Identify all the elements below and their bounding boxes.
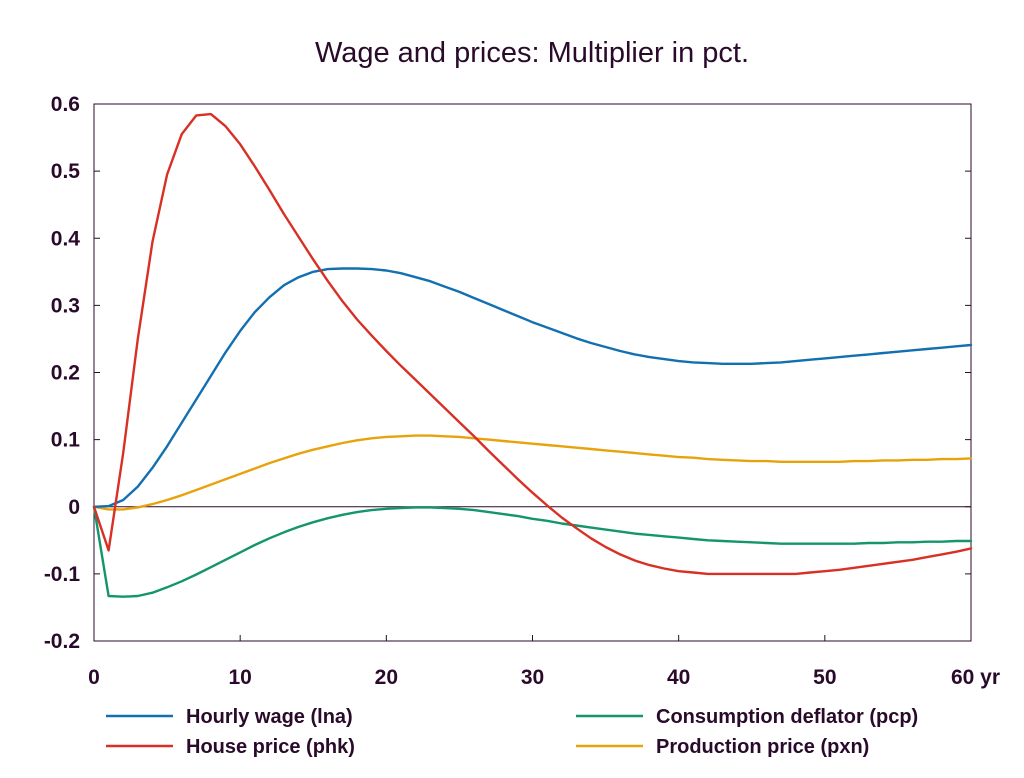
chart-title: Wage and prices: Multiplier in pct. — [315, 37, 749, 69]
y-tick-label: 0 — [68, 496, 80, 519]
series-line-house-price-phk — [92, 112, 973, 576]
y-tick-label: 0.1 — [51, 429, 81, 452]
x-tick-label: 30 — [521, 666, 544, 689]
series-group — [92, 112, 973, 598]
series-line-consumption-deflator-pcp — [92, 505, 973, 598]
x-tick-label: 20 — [375, 666, 398, 689]
x-axis-ticks: 0 10 20 30 40 50 60 yr — [88, 635, 1000, 689]
legend: Hourly wage (lna) Consumption deflator (p… — [106, 706, 918, 758]
legend-label: Production price (pxn) — [656, 736, 869, 758]
x-tick-label: 50 — [813, 666, 836, 689]
legend-label: Consumption deflator (pcp) — [656, 706, 918, 728]
y-tick-label: 0.6 — [51, 93, 80, 116]
legend-label: House price (phk) — [186, 736, 355, 758]
legend-label: Hourly wage (lna) — [186, 706, 353, 728]
y-axis-ticks: -0.2 -0.1 0 0.1 0.2 0.3 0.4 0.5 0.6 — [44, 93, 971, 653]
y-tick-label: 0.3 — [51, 294, 80, 317]
series-line-production-price-pxn — [92, 434, 973, 511]
y-tick-label: -0.2 — [44, 630, 80, 653]
series-line-hourly-wage-lna — [92, 267, 973, 508]
y-tick-label: 0.2 — [51, 362, 80, 385]
x-tick-label: 0 — [88, 666, 100, 689]
y-tick-label: 0.4 — [51, 227, 81, 250]
x-tick-label: 40 — [667, 666, 690, 689]
y-tick-label: 0.5 — [51, 160, 81, 183]
x-tick-label: 10 — [228, 666, 251, 689]
y-tick-label: -0.1 — [44, 563, 81, 586]
x-tick-label: 60 yr — [951, 666, 1000, 689]
